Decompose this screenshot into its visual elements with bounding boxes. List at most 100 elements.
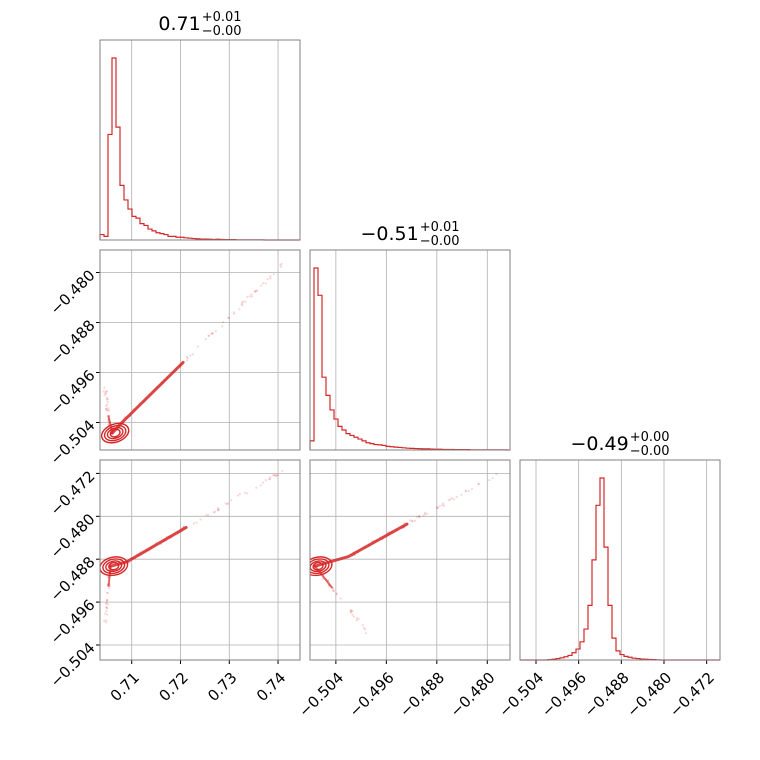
sample-point <box>105 390 108 393</box>
sample-point <box>269 274 272 278</box>
sample-point <box>105 606 108 609</box>
histogram-title: −0.51 <box>360 223 418 245</box>
density-ridge <box>313 522 409 568</box>
sample-point <box>260 284 263 287</box>
sample-point <box>441 504 444 507</box>
histogram-panel <box>519 459 721 664</box>
sample-point <box>438 504 441 508</box>
sample-point <box>205 513 208 517</box>
axes-frame <box>99 39 301 241</box>
sample-point <box>447 499 450 502</box>
scatter-panel <box>96 249 301 451</box>
sample-point <box>105 403 109 406</box>
scatter-contents <box>100 262 283 444</box>
sample-point <box>274 475 277 478</box>
sample-point <box>255 486 258 489</box>
histogram-panel <box>309 249 511 451</box>
sample-point <box>413 519 417 522</box>
y-tick-label: −0.504 <box>47 416 99 468</box>
sample-point <box>449 498 452 501</box>
sample-point <box>108 587 111 590</box>
sample-point <box>273 474 276 477</box>
sample-point <box>488 478 491 482</box>
sample-point <box>107 603 110 606</box>
sample-point <box>216 509 219 512</box>
sample-point <box>105 609 108 613</box>
sample-point <box>240 301 244 304</box>
histogram-step-line <box>309 267 510 451</box>
sample-point <box>254 290 257 293</box>
sample-point <box>332 589 336 593</box>
sample-point <box>269 476 272 479</box>
sample-point <box>281 469 284 473</box>
y-tick-label: −0.496 <box>47 366 99 418</box>
sample-point <box>105 407 108 411</box>
sample-point <box>240 303 243 306</box>
sample-point <box>349 609 352 612</box>
title-upper-error: +0.01 <box>202 10 242 25</box>
sample-point <box>477 482 481 485</box>
sample-point <box>105 607 109 610</box>
sample-point <box>280 262 283 266</box>
axes-frame <box>309 249 511 451</box>
sample-point <box>467 489 470 493</box>
sample-point <box>352 615 356 618</box>
sample-point <box>452 498 455 501</box>
sample-point <box>253 290 256 293</box>
title-lower-error: −0.00 <box>630 444 670 459</box>
density-contour <box>108 561 120 571</box>
sample-point <box>361 623 364 627</box>
sample-point <box>276 474 279 477</box>
sample-point <box>266 278 269 281</box>
x-tick-label: 0.72 <box>155 669 191 705</box>
sample-point <box>455 495 458 499</box>
sample-point <box>246 295 249 299</box>
sample-point <box>196 345 199 348</box>
density-contour <box>109 428 121 438</box>
sample-point <box>264 282 267 285</box>
sample-point <box>350 611 353 614</box>
sample-point <box>106 613 109 616</box>
sample-point <box>238 308 241 311</box>
sample-point <box>351 613 354 616</box>
sample-point <box>255 289 259 292</box>
sample-point <box>435 506 439 510</box>
sample-point <box>107 407 110 410</box>
sample-point <box>204 338 207 341</box>
sample-point <box>222 320 225 324</box>
sample-point <box>224 502 227 505</box>
sample-point <box>216 506 219 510</box>
sample-point <box>357 618 360 621</box>
axes-frame <box>519 459 721 661</box>
sample-point <box>418 515 421 518</box>
sample-point <box>332 588 335 591</box>
sample-point <box>259 484 263 487</box>
sample-point <box>230 499 233 502</box>
sample-point <box>217 508 221 511</box>
sample-point <box>450 497 453 500</box>
sample-point <box>339 597 342 600</box>
title-value: 0.71 <box>158 13 200 35</box>
title-upper-error: +0.00 <box>630 430 670 445</box>
sample-point <box>105 605 108 609</box>
sample-point <box>221 325 224 328</box>
sample-point <box>276 474 279 477</box>
sample-point <box>415 515 419 519</box>
sample-point <box>214 330 217 333</box>
sample-point <box>103 386 106 389</box>
density-contour <box>106 426 124 440</box>
sample-point <box>207 514 210 517</box>
sample-point <box>355 616 359 620</box>
x-tick-label: −0.504 <box>295 669 347 721</box>
x-tick-label: 0.73 <box>204 669 240 705</box>
sample-point <box>104 392 107 395</box>
histogram-panel <box>99 39 301 241</box>
sample-point <box>216 508 220 512</box>
histogram-step-line <box>520 477 720 661</box>
sample-point <box>250 295 254 298</box>
sample-point <box>470 487 474 490</box>
sample-point <box>185 355 189 359</box>
sample-point <box>248 295 251 298</box>
sample-point <box>106 397 109 401</box>
